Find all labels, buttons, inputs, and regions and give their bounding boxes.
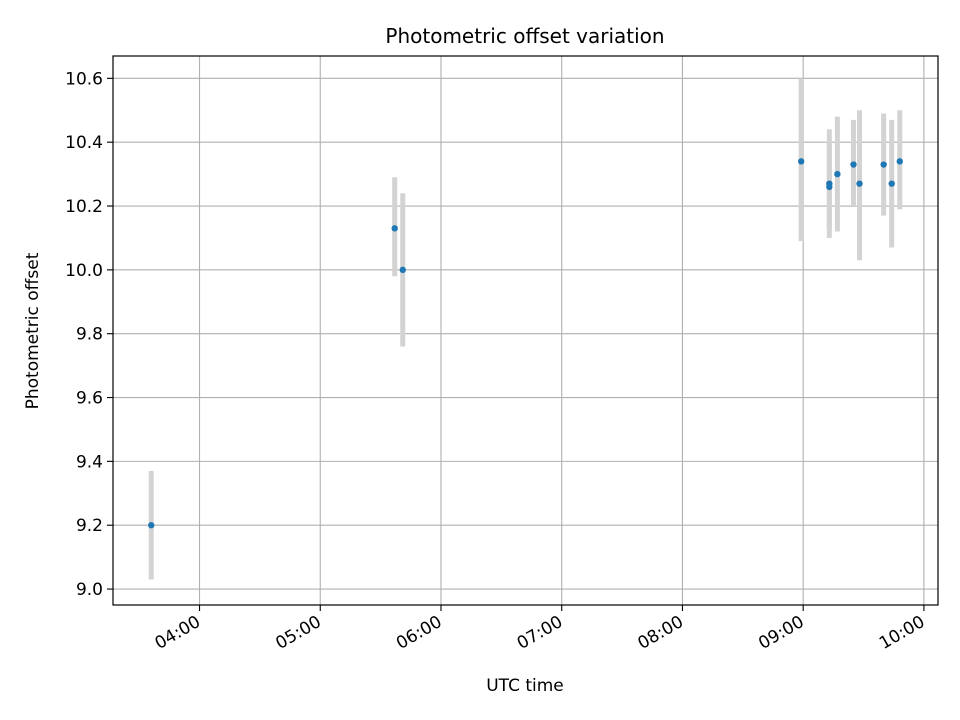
data-point: [148, 522, 155, 529]
x-tick-label: 05:00: [272, 612, 324, 654]
data-points: [148, 158, 903, 529]
data-point: [896, 158, 903, 165]
y-tick-label: 9.2: [76, 516, 103, 536]
x-tick-label: 04:00: [152, 612, 204, 654]
y-tick-label: 10.2: [65, 197, 103, 217]
x-axis-ticks: 04:00 05:00 06:00 07:00 08:00 09:00 10:00: [152, 605, 928, 654]
data-point: [399, 266, 406, 274]
data-point: [880, 161, 887, 168]
plot-frame: [112, 55, 939, 606]
data-point: [834, 170, 841, 178]
y-tick-label: 10.6: [65, 69, 103, 89]
y-tick-label: 10.4: [65, 133, 103, 153]
y-tick-label: 9.8: [76, 325, 103, 345]
x-axis-label: UTC time: [486, 676, 564, 696]
x-tick-label: 08:00: [635, 612, 687, 654]
y-tick-label: 9.0: [76, 580, 103, 600]
x-tick-label: 09:00: [755, 612, 807, 654]
error-bars: [148, 78, 903, 580]
data-point: [826, 183, 833, 191]
grid: [113, 56, 938, 605]
y-axis-label: Photometric offset: [23, 252, 43, 409]
x-tick-label: 07:00: [514, 612, 566, 654]
data-point: [850, 161, 857, 168]
data-point: [797, 158, 805, 165]
x-tick-label: 10:00: [876, 612, 928, 654]
x-tick-label: 06:00: [393, 612, 445, 654]
y-tick-label: 9.6: [76, 389, 103, 409]
data-point: [856, 180, 863, 187]
data-point: [888, 180, 895, 187]
y-axis-ticks: 9.0 9.2 9.4 9.6 9.8 10.0 10.2 10.4 10.6: [65, 69, 113, 600]
chart-title: Photometric offset variation: [385, 24, 664, 48]
data-point: [391, 225, 398, 232]
y-tick-label: 10.0: [65, 261, 103, 281]
y-tick-label: 9.4: [76, 452, 103, 472]
